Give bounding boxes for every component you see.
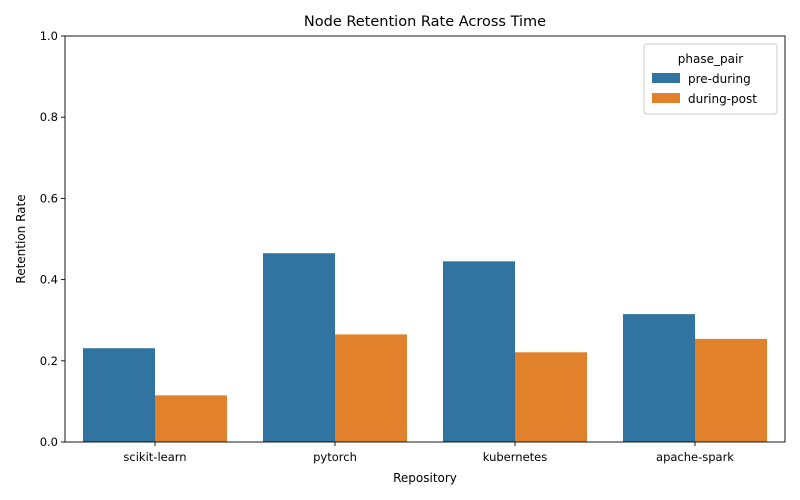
plot-area bbox=[64, 35, 786, 443]
y-axis: 0.0 0.2 0.4 0.6 0.8 1.0 bbox=[40, 29, 65, 449]
bar-during-post-pytorch bbox=[335, 334, 407, 442]
x-axis: scikit-learn pytorch kubernetes apache-spar… bbox=[123, 442, 734, 464]
bar-pre-during-kubernetes bbox=[443, 261, 515, 442]
bar-during-post-apache-spark bbox=[695, 338, 767, 442]
legend-swatch-pre-during bbox=[652, 73, 680, 83]
y-axis-label: Retention Rate bbox=[14, 194, 28, 283]
bar-during-post-scikit-learn bbox=[155, 395, 227, 442]
x-tick-label: kubernetes bbox=[483, 450, 547, 464]
y-tick-label: 0.0 bbox=[40, 435, 58, 449]
y-tick-label: 0.6 bbox=[40, 191, 58, 205]
y-tick-label: 0.4 bbox=[40, 273, 58, 287]
legend-swatch-during-post bbox=[652, 93, 680, 103]
legend-label-during-post: during-post bbox=[688, 92, 757, 106]
bar-pre-during-pytorch bbox=[263, 253, 335, 442]
x-tick-label: scikit-learn bbox=[123, 450, 186, 464]
x-tick-label: pytorch bbox=[313, 450, 357, 464]
chart-title: Node Retention Rate Across Time bbox=[304, 14, 546, 30]
x-axis-label: Repository bbox=[393, 471, 457, 485]
legend: phase_pair pre-during during-post bbox=[643, 43, 778, 115]
bar-during-post-kubernetes bbox=[515, 352, 587, 442]
x-tick-label: apache-spark bbox=[656, 450, 734, 464]
plot-frame bbox=[64, 35, 786, 443]
legend-label-pre-during: pre-during bbox=[688, 72, 751, 86]
y-tick-label: 0.8 bbox=[40, 110, 58, 124]
bar-pre-during-scikit-learn bbox=[83, 348, 155, 442]
bar-pre-during-apache-spark bbox=[623, 314, 695, 442]
legend-title: phase_pair bbox=[678, 52, 744, 66]
y-tick-label: 1.0 bbox=[40, 29, 58, 43]
y-tick-label: 0.2 bbox=[40, 354, 58, 368]
